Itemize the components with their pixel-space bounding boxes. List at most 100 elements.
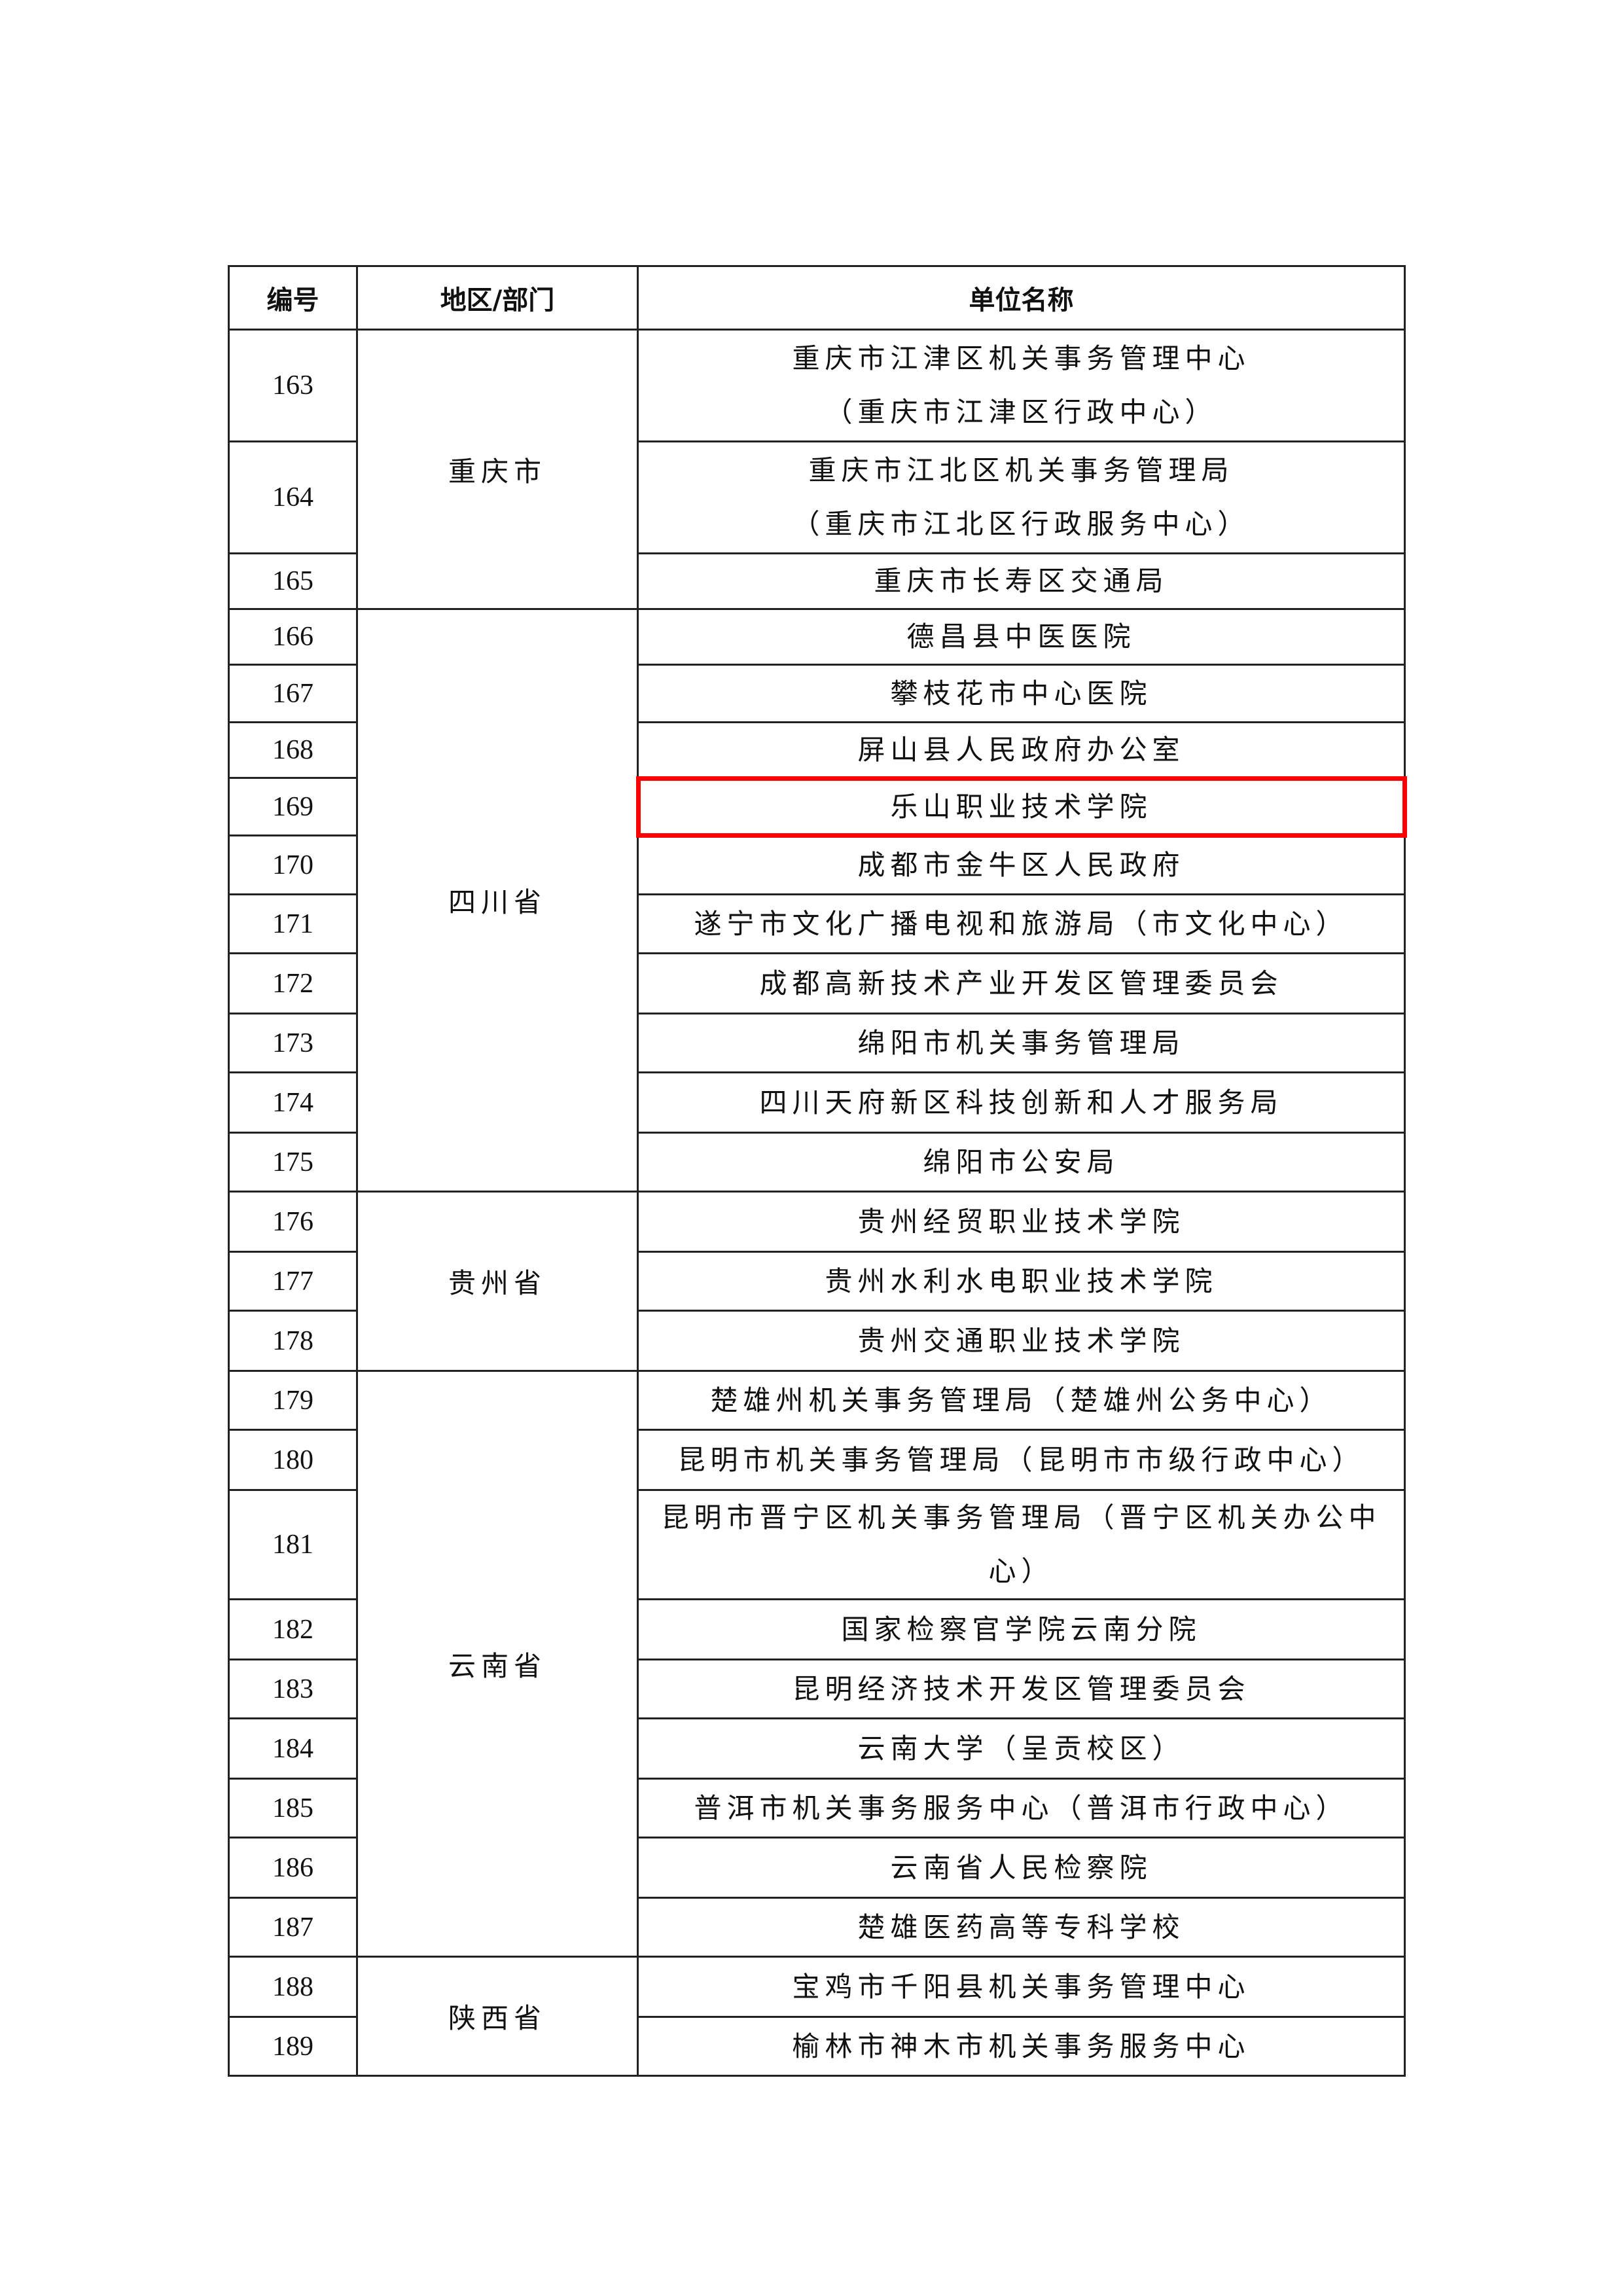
cell-unit-name: 楚雄医药高等专科学校 — [637, 1897, 1406, 1958]
cell-no: 189 — [228, 2016, 358, 2077]
cell-no: 177 — [228, 1251, 358, 1312]
cell-unit-name: 云南大学（呈贡校区） — [637, 1717, 1406, 1780]
table-row: 183 昆明经济技术开发区管理委员会 — [228, 1659, 1406, 1719]
unit-name-line: 攀枝花市中心医院 — [890, 677, 1152, 709]
cell-unit-name: 绵阳市公安局 — [637, 1132, 1406, 1193]
table-row: 165 重庆市长寿区交通局 — [228, 552, 1406, 610]
table-body: 163 重庆市 重庆市江津区机关事务管理中心 （重庆市江津区行政中心） 164 重庆市江北… — [228, 329, 1407, 2077]
cell-no: 184 — [228, 1717, 358, 1780]
cell-unit-name: 楚雄州机关事务管理局（楚雄州公务中心） — [637, 1370, 1406, 1431]
table-row: 173 绵阳市机关事务管理局 — [228, 1013, 1406, 1073]
cell-unit-name: 云南省人民检察院 — [637, 1837, 1406, 1899]
cell-no: 182 — [228, 1598, 358, 1660]
cell-no: 180 — [228, 1429, 358, 1491]
unit-name-line: 贵州交通职业技术学院 — [857, 1324, 1185, 1357]
table-row: 172 成都高新技术产业开发区管理委员会 — [228, 952, 1406, 1014]
table-row: 171 遂宁市文化广播电视和旅游局（市文化中心） — [228, 893, 1406, 954]
table-row: 184 云南大学（呈贡校区） — [228, 1717, 1406, 1780]
table-row: 174 四川天府新区科技创新和人才服务局 — [228, 1071, 1406, 1134]
table-row: 168 屏山县人民政府办公室 — [228, 721, 1406, 779]
unit-name-line: 楚雄医药高等专科学校 — [857, 1910, 1185, 1943]
table-row: 164 重庆市江北区机关事务管理局 （重庆市江北区行政服务中心） — [228, 440, 1406, 554]
table-row: 179 云南省 楚雄州机关事务管理局（楚雄州公务中心） — [228, 1370, 1406, 1958]
cell-unit-name: 重庆市江北区机关事务管理局 （重庆市江北区行政服务中心） — [637, 440, 1406, 554]
cell-unit-name: 德昌县中医医院 — [637, 608, 1406, 666]
cell-unit-name: 榆林市神木市机关事务服务中心 — [637, 2016, 1406, 2077]
table-row: 167 攀枝花市中心医院 — [228, 664, 1406, 723]
cell-unit-name: 贵州水利水电职业技术学院 — [637, 1251, 1406, 1312]
cell-unit-name: 成都市金牛区人民政府 — [637, 834, 1406, 895]
cell-unit-name: 昆明市晋宁区机关事务管理局（晋宁区机关办公中心） — [637, 1489, 1406, 1600]
cell-no: 185 — [228, 1778, 358, 1839]
table-row: 182 国家检察官学院云南分院 — [228, 1598, 1406, 1660]
cell-unit-name: 贵州经贸职业技术学院 — [637, 1191, 1406, 1253]
cell-no: 164 — [228, 440, 358, 554]
cell-no: 171 — [228, 893, 358, 954]
cell-unit-name: 成都高新技术产业开发区管理委员会 — [637, 952, 1406, 1014]
table-row: 178 贵州交通职业技术学院 — [228, 1310, 1406, 1372]
unit-name-line: 昆明经济技术开发区管理委员会 — [792, 1672, 1251, 1705]
unit-name-line: 成都市金牛区人民政府 — [857, 848, 1185, 881]
unit-name-line: 楚雄州机关事务管理局（楚雄州公务中心） — [710, 1384, 1332, 1416]
unit-name-line: 乐山职业技术学院 — [890, 790, 1152, 823]
cell-no: 183 — [228, 1659, 358, 1719]
cell-no: 186 — [228, 1837, 358, 1899]
unit-name-line: 云南大学（呈贡校区） — [857, 1732, 1185, 1765]
table-row: 180 昆明市机关事务管理局（昆明市市级行政中心） — [228, 1429, 1406, 1491]
table-row: 170 成都市金牛区人民政府 — [228, 834, 1406, 895]
unit-name-line: 贵州经贸职业技术学院 — [857, 1205, 1185, 1238]
cell-no: 173 — [228, 1013, 358, 1073]
unit-name-line: 绵阳市公安局 — [923, 1145, 1120, 1178]
unit-name-line: 遂宁市文化广播电视和旅游局（市文化中心） — [694, 907, 1349, 940]
cell-unit-name: 攀枝花市中心医院 — [637, 664, 1406, 723]
table-row: 187 楚雄医药高等专科学校 — [228, 1897, 1406, 1958]
unit-name-line: 贵州水利水电职业技术学院 — [825, 1265, 1218, 1297]
cell-no: 170 — [228, 834, 358, 895]
cell-no: 167 — [228, 664, 358, 723]
cell-unit-name: 贵州交通职业技术学院 — [637, 1310, 1406, 1372]
cell-no: 168 — [228, 721, 358, 779]
table-header-row: 编号 地区/部门 单位名称 — [228, 265, 1406, 331]
cell-unit-name: 遂宁市文化广播电视和旅游局（市文化中心） — [637, 893, 1406, 954]
table-row: 185 普洱市机关事务服务中心（普洱市行政中心） — [228, 1778, 1406, 1839]
cell-no: 163 — [228, 329, 358, 442]
header-no: 编号 — [228, 265, 358, 331]
header-region: 地区/部门 — [356, 265, 639, 331]
cell-region: 云南省 — [356, 1370, 639, 1958]
cell-no: 169 — [228, 777, 358, 836]
unit-name-line: 重庆市江津区机关事务管理中心 — [792, 342, 1251, 374]
table-row: 181 昆明市晋宁区机关事务管理局（晋宁区机关办公中心） — [228, 1489, 1406, 1600]
unit-name-line: 绵阳市机关事务管理局 — [857, 1026, 1185, 1059]
cell-no: 174 — [228, 1071, 358, 1134]
cell-no: 176 — [228, 1191, 358, 1253]
cell-unit-name: 昆明经济技术开发区管理委员会 — [637, 1659, 1406, 1719]
unit-name-line: 德昌县中医医院 — [906, 620, 1136, 653]
unit-name-line: 重庆市江北区机关事务管理局 — [808, 454, 1234, 486]
cell-no: 188 — [228, 1956, 358, 2018]
table-row: 166 四川省 德昌县中医医院 — [228, 608, 1406, 1193]
unit-name-line: 宝鸡市千阳县机关事务管理中心 — [792, 1970, 1251, 2003]
cell-unit-name: 重庆市长寿区交通局 — [637, 552, 1406, 610]
table-row: 188 陕西省 宝鸡市千阳县机关事务管理中心 — [228, 1956, 1406, 2077]
table-row: 175 绵阳市公安局 — [228, 1132, 1406, 1193]
cell-unit-name: 绵阳市机关事务管理局 — [637, 1013, 1406, 1073]
unit-name-line: 榆林市神木市机关事务服务中心 — [792, 2030, 1251, 2062]
cell-unit-name: 四川天府新区科技创新和人才服务局 — [637, 1071, 1406, 1134]
cell-region: 陕西省 — [356, 1956, 639, 2077]
cell-unit-name: 普洱市机关事务服务中心（普洱市行政中心） — [637, 1778, 1406, 1839]
unit-name-line: 国家检察官学院云南分院 — [841, 1613, 1202, 1645]
unit-name-line: 昆明市机关事务管理局（昆明市市级行政中心） — [677, 1443, 1365, 1476]
cell-region: 重庆市 — [356, 329, 639, 610]
cell-no: 181 — [228, 1489, 358, 1600]
cell-no: 172 — [228, 952, 358, 1014]
table-row: 186 云南省人民检察院 — [228, 1837, 1406, 1899]
unit-name-line: 重庆市长寿区交通局 — [874, 565, 1169, 597]
cell-no: 179 — [228, 1370, 358, 1431]
table-row: 177 贵州水利水电职业技术学院 — [228, 1251, 1406, 1312]
table-row: 163 重庆市 重庆市江津区机关事务管理中心 （重庆市江津区行政中心） — [228, 329, 1406, 610]
cell-no: 178 — [228, 1310, 358, 1372]
header-name: 单位名称 — [637, 265, 1406, 331]
unit-list-table: 编号 地区/部门 单位名称 163 重庆市 重庆市江津区机关事务管理中心 （重庆市江津… — [228, 265, 1407, 2077]
table-row: 169 乐山职业技术学院 — [228, 776, 1407, 838]
unit-name-line: 云南省人民检察院 — [890, 1851, 1152, 1884]
